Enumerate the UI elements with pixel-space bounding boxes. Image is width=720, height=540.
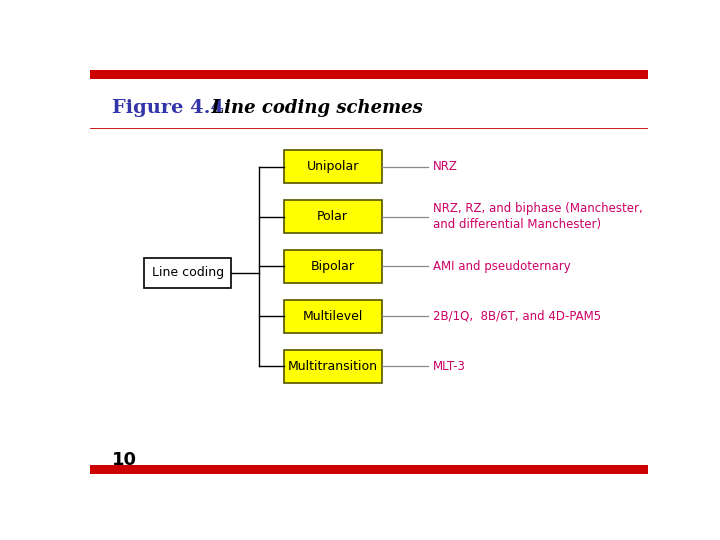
Text: Multilevel: Multilevel (302, 310, 363, 323)
FancyBboxPatch shape (284, 349, 382, 383)
Text: 10: 10 (112, 451, 138, 469)
Text: 2B/1Q,  8B/6T, and 4D-PAM5: 2B/1Q, 8B/6T, and 4D-PAM5 (433, 310, 601, 323)
FancyBboxPatch shape (284, 300, 382, 333)
Text: NRZ, RZ, and biphase (Manchester,
and differential Manchester): NRZ, RZ, and biphase (Manchester, and di… (433, 202, 643, 231)
Bar (90, 70, 648, 79)
Text: Line coding: Line coding (152, 266, 224, 279)
Text: Multitransition: Multitransition (288, 360, 378, 373)
FancyBboxPatch shape (284, 250, 382, 283)
Text: NRZ: NRZ (433, 160, 458, 173)
Text: Bipolar: Bipolar (311, 260, 355, 273)
Bar (90, 465, 648, 474)
FancyBboxPatch shape (284, 150, 382, 183)
Text: Polar: Polar (318, 210, 348, 223)
FancyBboxPatch shape (284, 200, 382, 233)
Text: Unipolar: Unipolar (307, 160, 359, 173)
Text: Line coding schemes: Line coding schemes (199, 99, 423, 118)
Text: AMI and pseudoternary: AMI and pseudoternary (433, 260, 571, 273)
Bar (90, 127, 648, 129)
Text: Figure 4.4: Figure 4.4 (112, 99, 225, 118)
FancyBboxPatch shape (145, 258, 231, 288)
Text: MLT-3: MLT-3 (433, 360, 466, 373)
